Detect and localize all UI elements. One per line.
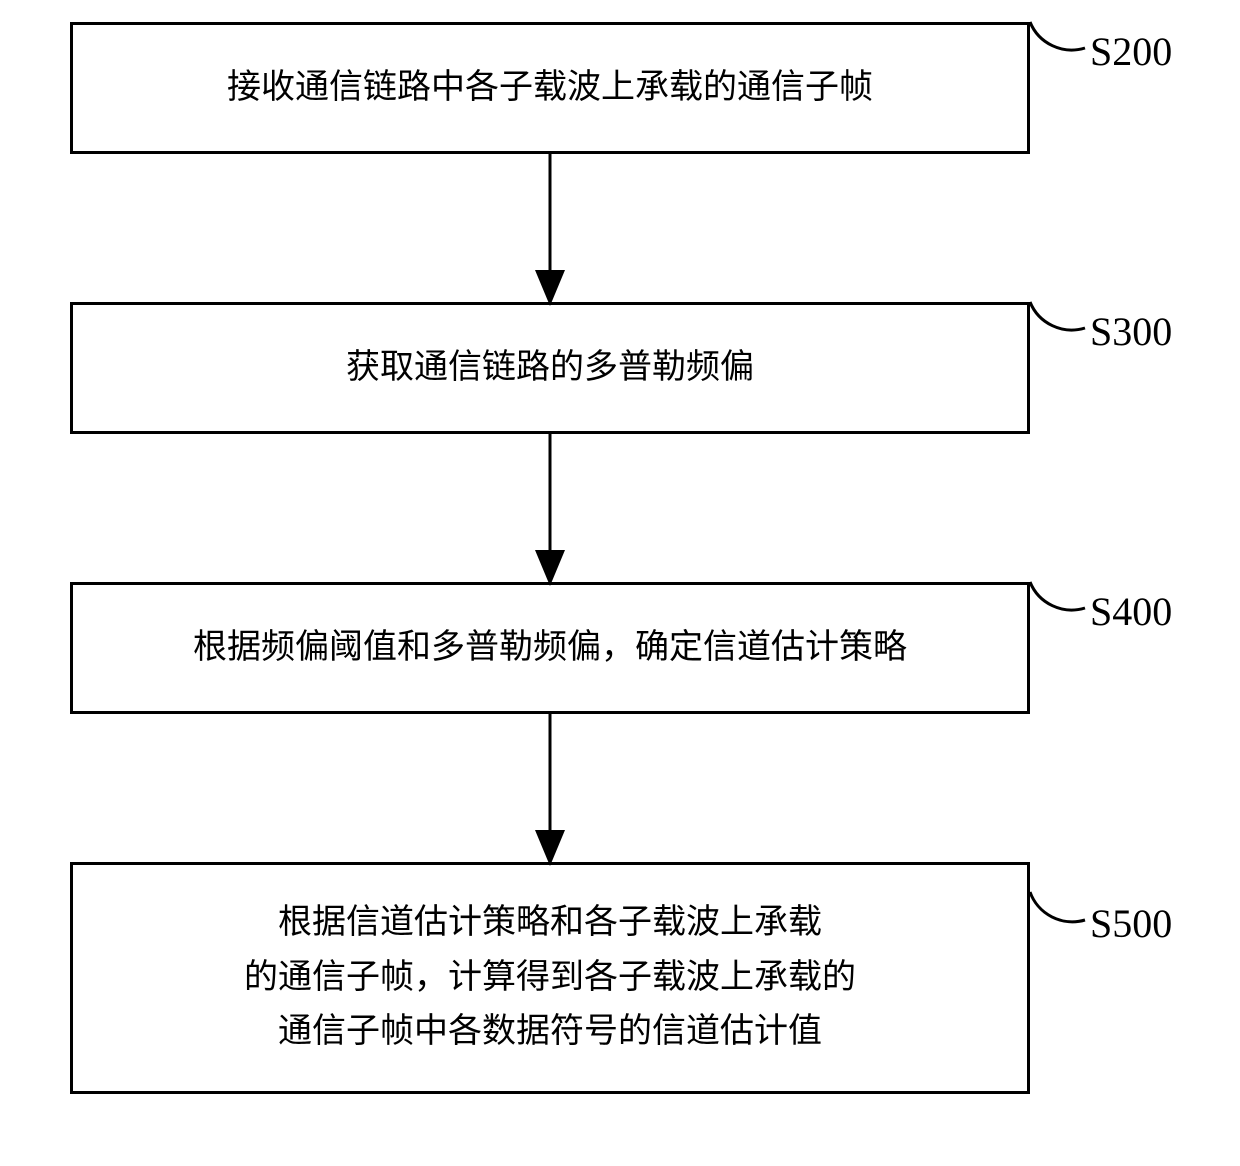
connector-layer <box>0 0 1240 1166</box>
label-connector-s500 <box>1030 892 1085 922</box>
flowchart-canvas: 接收通信链路中各子载波上承载的通信子帧S200获取通信链路的多普勒频偏S300根… <box>0 0 1240 1166</box>
label-connector-s300 <box>1030 302 1085 330</box>
label-connector-s200 <box>1030 22 1085 50</box>
label-connector-s400 <box>1030 582 1085 610</box>
